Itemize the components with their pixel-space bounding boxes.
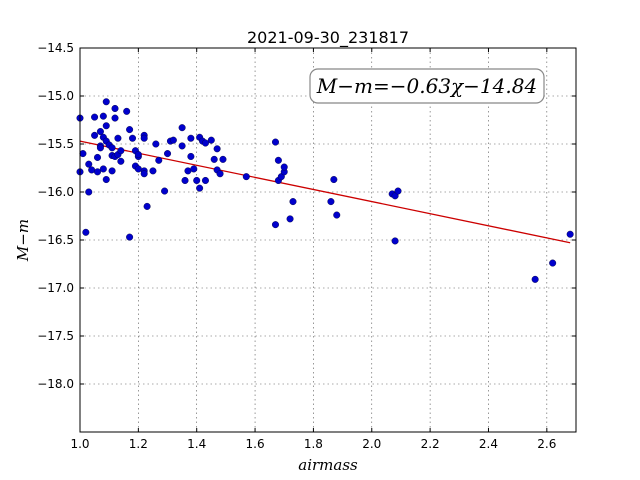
data-point bbox=[143, 202, 151, 210]
y-tick-label: −15.0 bbox=[37, 89, 74, 103]
data-point bbox=[140, 134, 148, 142]
data-point bbox=[126, 233, 134, 241]
data-point bbox=[99, 165, 107, 173]
data-point bbox=[102, 176, 110, 184]
data-point bbox=[129, 134, 137, 142]
data-point bbox=[184, 167, 192, 175]
data-point bbox=[178, 142, 186, 150]
chart-title: 2021-09-30_231817 bbox=[247, 28, 409, 48]
data-point bbox=[213, 145, 221, 153]
x-tick-label: 2.0 bbox=[362, 437, 381, 451]
x-tick-label: 1.2 bbox=[129, 437, 148, 451]
data-point bbox=[108, 167, 116, 175]
annotation-box bbox=[309, 68, 545, 104]
data-point bbox=[123, 107, 131, 115]
data-point bbox=[549, 259, 557, 267]
data-point bbox=[134, 151, 142, 159]
data-point bbox=[271, 221, 279, 229]
data-point bbox=[102, 98, 110, 106]
data-point bbox=[108, 144, 116, 152]
data-point bbox=[111, 104, 119, 112]
data-point bbox=[207, 136, 215, 144]
x-tick-label: 2.6 bbox=[537, 437, 556, 451]
x-tick-label: 2.2 bbox=[421, 437, 440, 451]
y-tick-label: −16.0 bbox=[37, 185, 74, 199]
data-point bbox=[117, 147, 125, 155]
data-point bbox=[274, 156, 282, 164]
data-point bbox=[91, 131, 99, 139]
data-point bbox=[85, 160, 93, 168]
data-point bbox=[102, 122, 110, 130]
data-point bbox=[271, 138, 279, 146]
data-point bbox=[155, 156, 163, 164]
x-tick-label: 1.6 bbox=[246, 437, 265, 451]
data-point bbox=[391, 237, 399, 245]
data-point bbox=[216, 170, 224, 178]
data-point bbox=[327, 198, 335, 206]
data-point bbox=[178, 124, 186, 132]
x-axis-label: airmass bbox=[298, 456, 358, 474]
data-point bbox=[330, 176, 338, 184]
data-point bbox=[210, 155, 218, 163]
x-tick-label: 1.0 bbox=[70, 437, 89, 451]
data-point bbox=[187, 134, 195, 142]
data-point bbox=[201, 139, 209, 147]
data-point bbox=[190, 165, 198, 173]
data-point bbox=[196, 184, 204, 192]
data-point bbox=[117, 157, 125, 165]
y-tick-label: −17.5 bbox=[37, 329, 74, 343]
data-point bbox=[126, 126, 134, 134]
data-point bbox=[193, 176, 201, 184]
data-point bbox=[152, 140, 160, 148]
data-point bbox=[88, 166, 96, 174]
data-point bbox=[94, 168, 102, 176]
data-point bbox=[181, 176, 189, 184]
data-point bbox=[111, 114, 119, 122]
data-point bbox=[85, 188, 93, 196]
data-point bbox=[242, 173, 250, 181]
data-point bbox=[134, 165, 142, 173]
data-point bbox=[94, 153, 102, 161]
fit-line bbox=[79, 140, 571, 244]
data-point bbox=[161, 187, 169, 195]
y-tick-label: −17.0 bbox=[37, 281, 74, 295]
data-point bbox=[96, 144, 104, 152]
data-point bbox=[289, 198, 297, 206]
points-layer bbox=[76, 98, 574, 283]
ticks-layer: 1.0 1.2 1.4 1.6 1.8 2.0 2.2 2.4 2.6 −14.5 −15.0 −15… bbox=[37, 41, 576, 451]
data-point bbox=[114, 134, 122, 142]
data-point bbox=[99, 112, 107, 120]
x-tick-label: 1.4 bbox=[187, 437, 206, 451]
y-tick-label: −15.5 bbox=[37, 137, 74, 151]
data-point bbox=[79, 150, 87, 158]
data-point bbox=[140, 170, 148, 178]
data-point bbox=[169, 136, 177, 144]
fit-equation: M−m=−0.63χ−14.84 bbox=[316, 74, 537, 98]
y-axis-label: M−m bbox=[14, 219, 32, 262]
data-point bbox=[91, 113, 99, 121]
grid-layer bbox=[79, 47, 576, 432]
data-point bbox=[219, 155, 227, 163]
y-tick-label: −16.5 bbox=[37, 233, 74, 247]
x-tick-label: 1.8 bbox=[304, 437, 323, 451]
data-point bbox=[82, 228, 90, 236]
data-point bbox=[531, 275, 539, 283]
fit-layer bbox=[79, 140, 571, 244]
y-tick-label: −18.0 bbox=[37, 377, 74, 391]
data-point bbox=[164, 150, 172, 158]
data-point bbox=[286, 215, 294, 223]
data-point bbox=[96, 128, 104, 136]
fit-annotation: M−m=−0.63χ−14.84 bbox=[309, 68, 545, 104]
data-point bbox=[187, 152, 195, 160]
data-point bbox=[394, 187, 402, 195]
y-tick-label: −14.5 bbox=[37, 41, 74, 55]
data-point bbox=[149, 167, 157, 175]
data-point bbox=[280, 163, 288, 171]
data-point bbox=[333, 211, 341, 219]
data-point bbox=[201, 176, 209, 184]
x-tick-label: 2.4 bbox=[479, 437, 498, 451]
data-point bbox=[566, 230, 574, 238]
